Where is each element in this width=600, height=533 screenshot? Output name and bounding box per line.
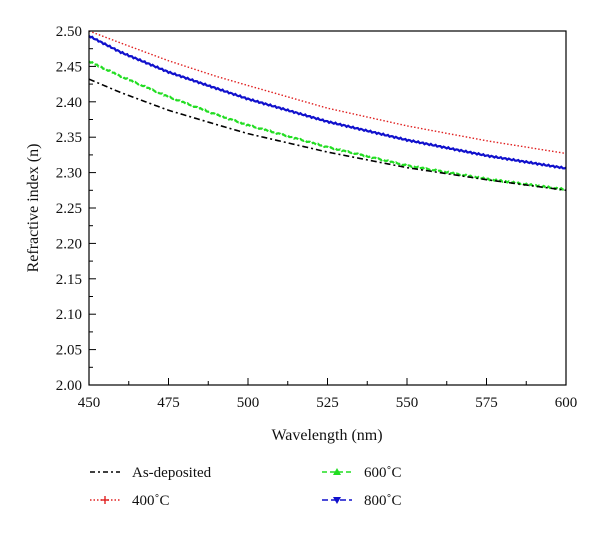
data-point-as-deposited	[167, 109, 169, 111]
series-800-c	[88, 35, 567, 170]
data-point-600-c	[406, 164, 408, 166]
series-line-600-c	[88, 60, 567, 191]
data-point-600-c	[167, 96, 169, 98]
y-tick-label: 2.05	[56, 343, 82, 359]
x-tick-label: 475	[157, 395, 180, 411]
data-point-800-c	[406, 139, 408, 141]
data-point-800-c	[167, 71, 169, 73]
y-tick-label: 2.35	[56, 130, 82, 146]
y-tick-label: 2.45	[56, 59, 82, 75]
series-line-800-c	[88, 35, 567, 170]
data-point-as-deposited	[120, 91, 122, 93]
data-point-400-c	[326, 107, 328, 109]
legend-label-400-c: 400˚C	[132, 493, 170, 509]
legend-label-as-deposited: As-deposited	[132, 465, 212, 481]
series-400-c	[88, 30, 567, 155]
data-point-400-c	[485, 140, 487, 142]
data-point-600-c	[215, 113, 217, 115]
legend-item-as-deposited: As-deposited	[90, 465, 212, 481]
data-point-600-c	[247, 124, 249, 126]
data-point-400-c	[167, 60, 169, 62]
data-point-600-c	[120, 75, 122, 77]
legend-marker-600-c	[333, 468, 341, 475]
data-point-800-c	[326, 120, 328, 122]
data-point-800-c	[485, 154, 487, 156]
legend-item-400-c: 400˚C	[90, 493, 170, 509]
y-tick-label: 2.50	[56, 24, 82, 40]
data-point-800-c	[215, 87, 217, 89]
data-point-as-deposited	[215, 123, 217, 125]
y-tick-label: 2.00	[56, 378, 82, 394]
y-tick-label: 2.20	[56, 236, 82, 252]
x-axis-title: Wavelength (nm)	[271, 427, 382, 444]
legend-marker-400-c	[101, 496, 109, 504]
legend: As-deposited 400˚C 600˚C 800˚C	[90, 465, 402, 509]
x-tick-label: 575	[475, 395, 498, 411]
legend-item-600-c: 600˚C	[322, 465, 402, 481]
series-layer	[88, 30, 567, 192]
x-tick-label: 450	[78, 395, 101, 411]
legend-label-800-c: 800˚C	[364, 493, 402, 509]
x-tick-label: 525	[316, 395, 339, 411]
legend-marker-800-c	[333, 497, 341, 504]
x-tick-label: 500	[237, 395, 260, 411]
data-point-800-c	[247, 98, 249, 100]
legend-item-800-c: 800˚C	[322, 493, 402, 509]
x-tick-label: 550	[396, 395, 419, 411]
data-point-as-deposited	[326, 151, 328, 153]
tick-layer: 450 475 500 525 550 575 600 2.00 2.05 2.10 2.15 2.2…	[56, 24, 578, 411]
y-tick-label: 2.25	[56, 201, 82, 217]
x-tick-label: 600	[555, 395, 578, 411]
y-tick-label: 2.15	[56, 272, 82, 288]
data-point-as-deposited	[406, 166, 408, 168]
y-axis-title: Refractive index (n)	[25, 144, 42, 273]
series-as-deposited	[88, 78, 567, 192]
data-point-800-c	[120, 51, 122, 53]
data-point-600-c	[326, 146, 328, 148]
y-tick-label: 2.10	[56, 307, 82, 323]
data-point-400-c	[215, 75, 217, 77]
y-tick-label: 2.40	[56, 95, 82, 111]
series-line-400-c	[88, 30, 567, 155]
legend-label-600-c: 600˚C	[364, 465, 402, 481]
series-line-as-deposited	[88, 78, 567, 192]
series-600-c	[88, 60, 567, 191]
y-tick-label: 2.30	[56, 166, 82, 182]
data-point-400-c	[247, 84, 249, 86]
data-point-400-c	[406, 125, 408, 127]
data-point-as-deposited	[247, 132, 249, 134]
data-point-400-c	[120, 42, 122, 44]
data-point-as-deposited	[485, 178, 487, 180]
